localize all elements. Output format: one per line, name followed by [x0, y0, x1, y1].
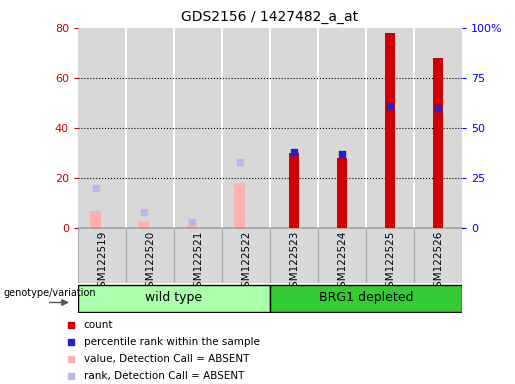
Text: GSM122523: GSM122523: [289, 231, 299, 294]
Point: [386, 103, 394, 109]
Bar: [318, 228, 366, 283]
Text: GSM122520: GSM122520: [145, 231, 155, 294]
Text: GDS2156 / 1427482_a_at: GDS2156 / 1427482_a_at: [181, 10, 358, 24]
Point: [92, 185, 100, 191]
Point: [187, 219, 196, 225]
Bar: [139, 220, 149, 228]
Text: rank, Detection Call = ABSENT: rank, Detection Call = ABSENT: [83, 371, 244, 381]
Text: GSM122521: GSM122521: [193, 231, 203, 294]
Point: [434, 105, 442, 111]
Text: GSM122519: GSM122519: [97, 231, 107, 294]
Point: [338, 151, 346, 157]
Bar: [337, 158, 347, 228]
Bar: [366, 228, 414, 283]
Bar: [289, 153, 299, 228]
Text: genotype/variation: genotype/variation: [4, 288, 96, 298]
Text: wild type: wild type: [145, 291, 202, 305]
Bar: [270, 285, 462, 311]
Bar: [174, 228, 222, 283]
Point: [235, 159, 244, 165]
Text: value, Detection Call = ABSENT: value, Detection Call = ABSENT: [83, 354, 249, 364]
Text: GSM122526: GSM122526: [433, 231, 443, 294]
Text: GSM122524: GSM122524: [337, 231, 347, 294]
Bar: [385, 33, 396, 228]
Bar: [222, 228, 270, 283]
Point: [290, 149, 298, 155]
Text: count: count: [83, 320, 113, 330]
Text: GSM122522: GSM122522: [241, 231, 251, 294]
Bar: [78, 285, 270, 311]
Bar: [433, 58, 443, 228]
Text: percentile rank within the sample: percentile rank within the sample: [83, 337, 260, 347]
Text: BRG1 depleted: BRG1 depleted: [319, 291, 413, 305]
Bar: [91, 210, 101, 228]
Text: GSM122525: GSM122525: [385, 231, 395, 294]
Bar: [234, 183, 245, 228]
Bar: [186, 225, 197, 228]
Bar: [414, 228, 462, 283]
Bar: [126, 228, 174, 283]
Bar: [270, 228, 318, 283]
Bar: [78, 228, 126, 283]
Point: [140, 209, 148, 215]
